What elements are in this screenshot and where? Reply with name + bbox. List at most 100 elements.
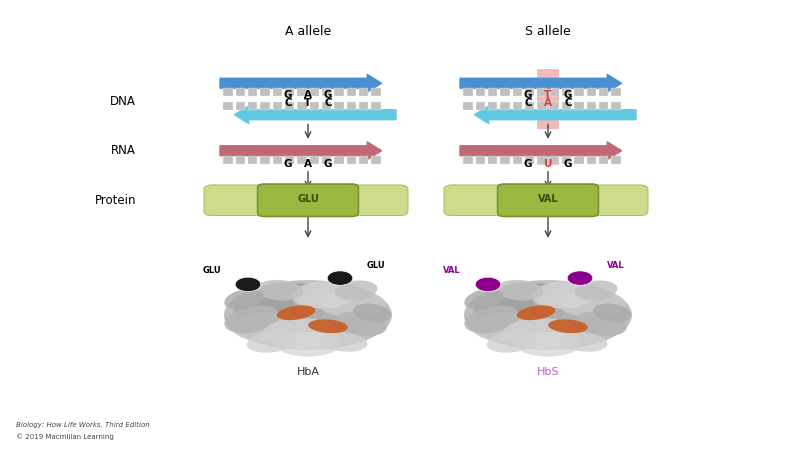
Bar [475,88,485,96]
Text: C: C [564,99,572,108]
Text: VAL: VAL [538,194,558,204]
Bar [273,88,282,96]
Ellipse shape [464,289,504,310]
Ellipse shape [321,332,367,352]
Bar [586,88,596,96]
Bar [562,156,571,164]
Text: A: A [544,99,552,108]
Bar [488,156,498,164]
Ellipse shape [234,283,334,329]
Bar [537,69,559,129]
Text: HbS: HbS [537,367,559,377]
Text: G: G [524,159,532,169]
Bar [599,88,609,96]
Ellipse shape [224,289,264,310]
Ellipse shape [561,332,607,352]
Bar [248,156,258,164]
Bar [260,88,270,96]
Bar [574,102,584,110]
Bar [538,156,547,164]
FancyBboxPatch shape [498,184,598,216]
Bar [298,102,307,110]
Bar [538,102,547,110]
Bar [488,102,498,110]
Text: G: G [324,90,332,99]
Bar [500,156,510,164]
Bar [611,102,621,110]
FancyArrow shape [474,106,636,124]
Ellipse shape [574,280,618,300]
Bar [359,156,369,164]
Bar [248,102,258,110]
Bar [538,88,547,96]
Bar [346,102,356,110]
Bar [322,88,331,96]
Bar [513,88,522,96]
FancyBboxPatch shape [444,185,512,216]
Text: S allele: S allele [525,25,571,38]
Bar [285,156,294,164]
Text: G: G [564,159,572,169]
Bar [463,102,473,110]
Bar [273,156,282,164]
Ellipse shape [334,280,378,300]
Bar [298,88,307,96]
Bar [463,156,473,164]
Bar [500,88,510,96]
Ellipse shape [247,331,297,353]
Ellipse shape [308,320,348,333]
Text: A: A [304,159,312,169]
Text: Biology: How Life Works, Third Edition: Biology: How Life Works, Third Edition [16,422,150,428]
Bar [285,102,294,110]
Text: T: T [544,90,552,99]
Bar [550,102,559,110]
Ellipse shape [262,318,338,348]
Bar [223,88,233,96]
Ellipse shape [232,311,304,341]
Bar [488,88,498,96]
Bar [346,88,356,96]
Text: GLU: GLU [202,266,222,275]
Ellipse shape [277,306,315,320]
Bar [371,88,381,96]
Bar [562,102,571,110]
Bar [322,156,331,164]
Bar [223,102,233,110]
Text: C: C [284,99,292,108]
Bar [322,102,331,110]
Bar [346,156,356,164]
Ellipse shape [534,287,626,329]
Ellipse shape [516,332,580,356]
Ellipse shape [517,306,555,320]
Ellipse shape [318,290,386,318]
Ellipse shape [464,306,520,333]
Bar [371,156,381,164]
Circle shape [327,271,353,285]
Bar [285,88,294,96]
FancyBboxPatch shape [204,185,272,216]
Bar [525,156,534,164]
Ellipse shape [292,281,356,308]
Bar [611,88,621,96]
Bar [235,102,245,110]
Ellipse shape [496,280,544,301]
Text: HbA: HbA [297,367,319,377]
Ellipse shape [558,290,626,318]
Ellipse shape [256,280,304,301]
Bar [260,156,270,164]
Text: G: G [524,90,532,99]
Text: Protein: Protein [94,194,136,207]
Ellipse shape [464,280,632,350]
Bar [260,102,270,110]
Bar [550,88,559,96]
FancyArrow shape [234,106,396,124]
Circle shape [475,277,501,292]
Text: U: U [544,159,552,169]
Text: VAL: VAL [443,266,461,275]
Ellipse shape [224,306,280,333]
Bar [611,156,621,164]
Bar [310,102,319,110]
Ellipse shape [276,332,340,356]
Ellipse shape [532,281,596,308]
Bar [334,156,344,164]
